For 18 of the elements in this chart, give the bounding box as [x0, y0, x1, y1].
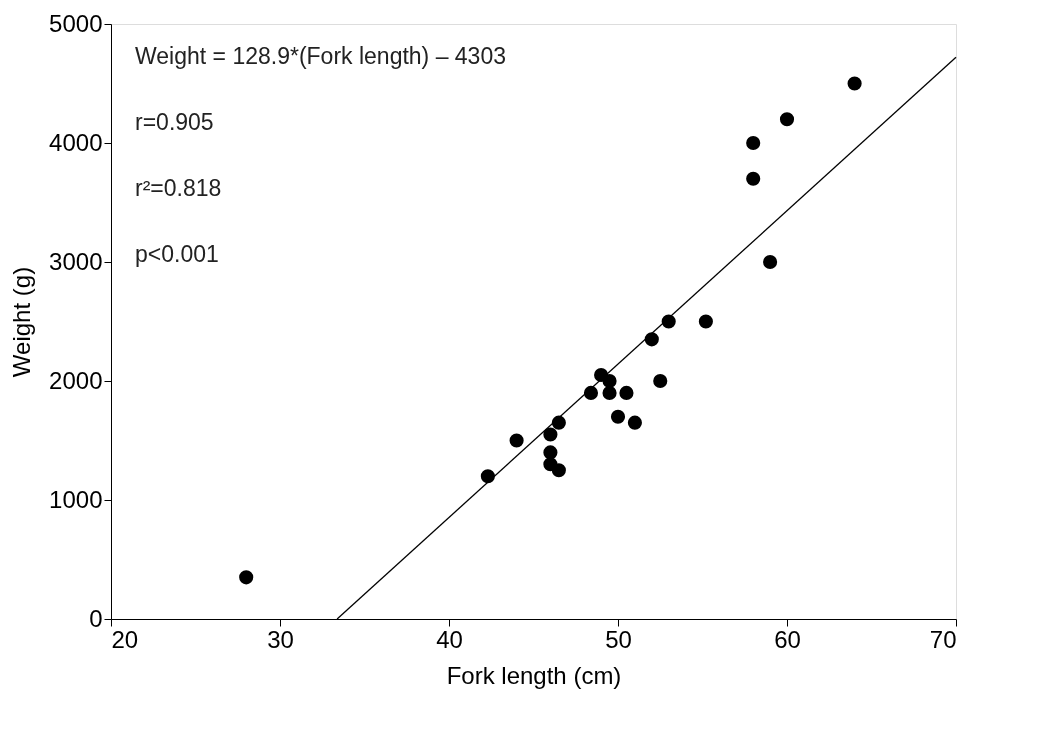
y-axis-title: Weight (g): [8, 266, 36, 378]
y-tick-label: 3000: [49, 247, 103, 275]
x-tick-label: 30: [267, 625, 294, 653]
x-tick-label: 60: [774, 625, 801, 653]
x-tick-label: 50: [605, 625, 632, 653]
annotation: r=0.905: [135, 109, 214, 135]
x-tick-label: 20: [111, 625, 139, 653]
y-tick-label: 0: [89, 604, 103, 632]
x-tick-label: 70: [929, 625, 957, 653]
y-tick-label: 1000: [49, 485, 103, 513]
annotation: Weight = 128.9*(Fork length) – 4303: [135, 43, 506, 69]
x-axis-title: Fork length (cm): [446, 661, 622, 689]
y-tick-label: 4000: [49, 128, 103, 156]
annotation: p<0.001: [135, 241, 219, 267]
y-tick-label: 5000: [49, 9, 103, 37]
x-tick-label: 40: [436, 625, 463, 653]
y-tick-label: 2000: [49, 366, 103, 394]
annotation: r²=0.818: [135, 175, 222, 201]
